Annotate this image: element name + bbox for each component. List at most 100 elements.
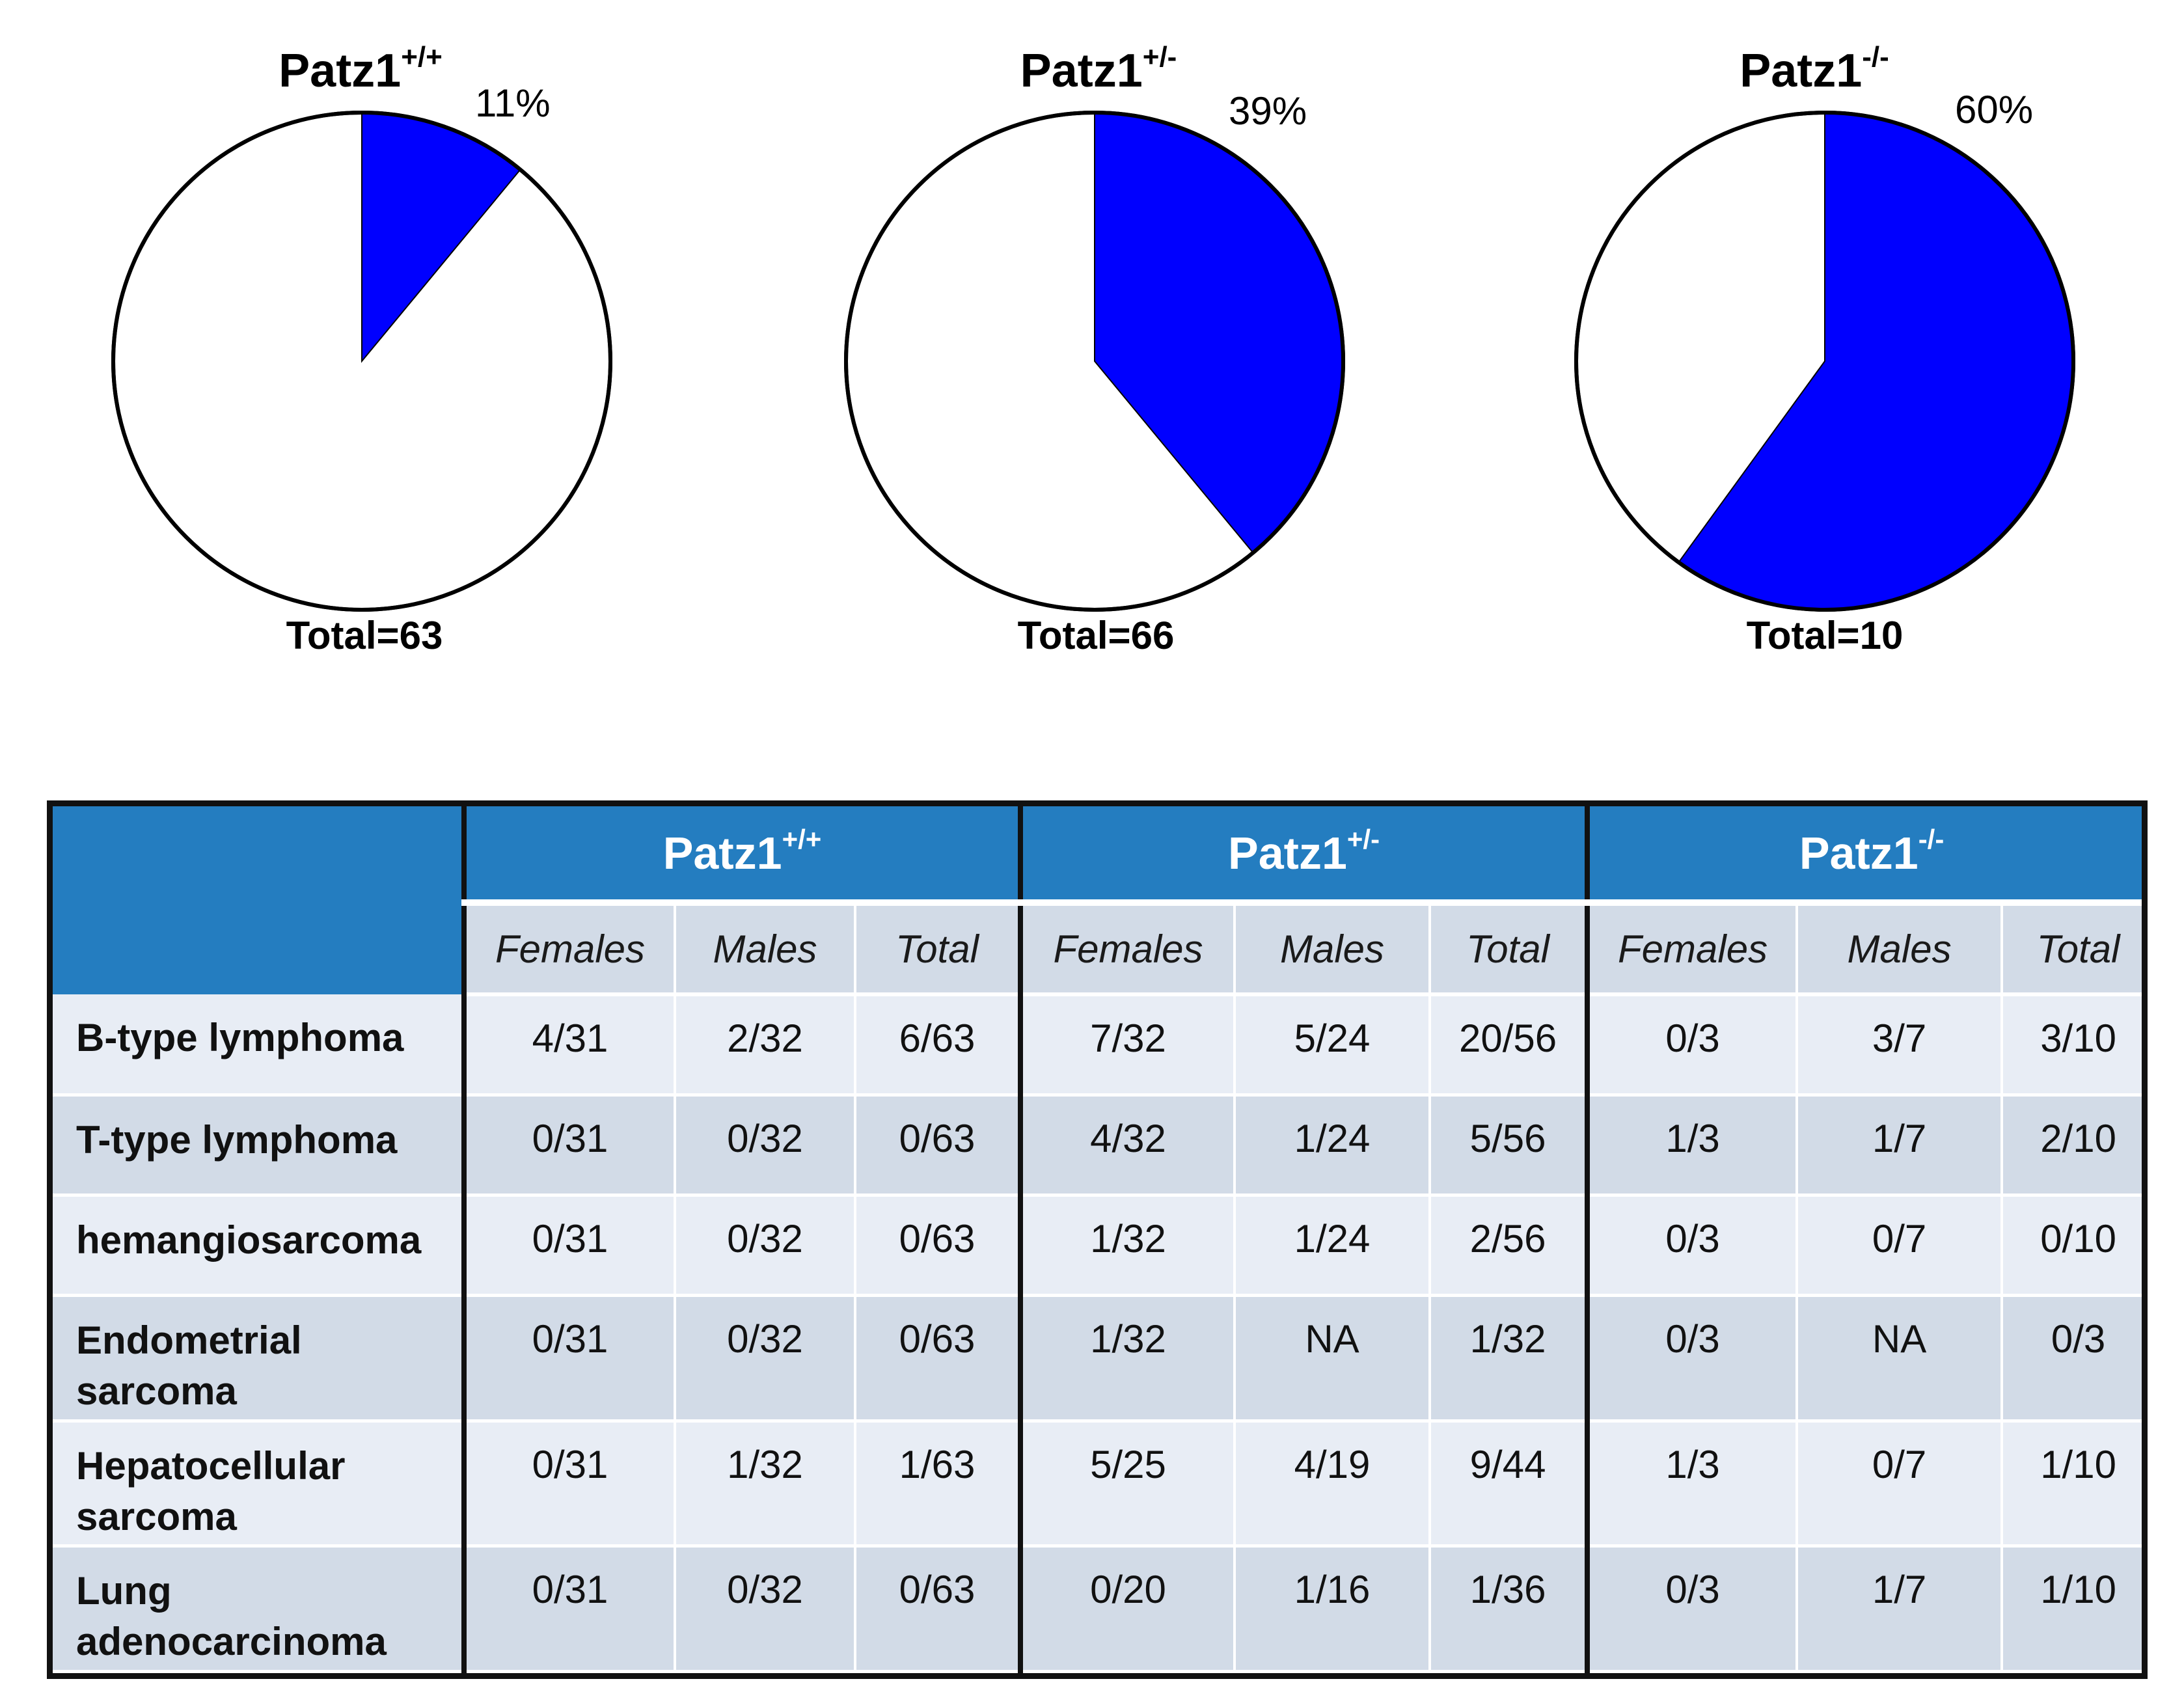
column-header: Females: [1587, 903, 1799, 996]
table-row: hemangiosarcoma 0/31 0/32 0/63 1/32 1/24 2/56 0…: [53, 1195, 2142, 1298]
table-cell: 2/32: [675, 994, 856, 1097]
table-cell: 9/44: [1430, 1421, 1590, 1548]
table-cell: 7/32: [1020, 994, 1236, 1097]
group-header-superscript: +/+: [782, 824, 822, 855]
table-cell: 0/32: [675, 1095, 856, 1197]
column-header: Males: [675, 903, 856, 996]
table-cell: 1/10: [2002, 1421, 2142, 1548]
pie-percent-label: 11%: [475, 81, 551, 125]
table-cell: 1/3: [1587, 1095, 1799, 1197]
table-cell: 1/63: [855, 1421, 1024, 1548]
column-header: Total: [855, 903, 1024, 996]
pie-title-superscript: +/+: [401, 41, 443, 73]
table-corner: [53, 806, 467, 994]
pie-percent-label: 60%: [1955, 88, 2034, 131]
table-cell: 0/31: [464, 1421, 676, 1548]
table-cell: 1/16: [1235, 1546, 1432, 1673]
table-row: T-type lymphoma 0/31 0/32 0/63 4/32 1/24 5/56 1…: [53, 1095, 2142, 1197]
pie-outline: [111, 111, 612, 612]
pie-chart-wildtype: Patz1+/+ 11% Total=63: [70, 0, 656, 677]
group-header-text: Patz1: [662, 827, 782, 879]
table-cell: 1/7: [1797, 1095, 2004, 1197]
table-cell: 0/63: [855, 1195, 1024, 1298]
table-cell: 0/31: [464, 1546, 676, 1673]
table-cell: 1/36: [1430, 1546, 1590, 1673]
group-header-superscript: -/-: [1918, 824, 1945, 855]
table-cell: 0/31: [464, 1295, 676, 1423]
table-cell: 1/32: [1020, 1195, 1236, 1298]
table-cell: 1/10: [2002, 1546, 2142, 1673]
table-cell: 3/10: [2002, 994, 2142, 1097]
pie-percent-label: 39%: [1229, 89, 1307, 133]
column-header: Total: [2002, 903, 2142, 996]
pie-svg: [1574, 111, 2075, 612]
group-header-row: Patz1+/+ Patz1+/- Patz1-/-: [53, 806, 2142, 994]
pie-total-label: Total=63: [286, 614, 443, 657]
pie-svg: [111, 111, 612, 612]
table-cell: 0/63: [855, 1295, 1024, 1423]
table-cell: 5/56: [1430, 1095, 1590, 1197]
pie-title-text: Patz1: [279, 45, 402, 97]
pie-chart-heterozygous: Patz1+/- 39% Total=66: [802, 0, 1387, 677]
pie-svg: [844, 111, 1345, 612]
column-header: Females: [464, 903, 676, 996]
table-cell: 2/10: [2002, 1095, 2142, 1197]
table-cell: 0/32: [675, 1295, 856, 1423]
group-header-superscript: +/-: [1346, 824, 1380, 855]
pie-outline: [1574, 111, 2075, 612]
table-cell: 3/7: [1797, 994, 2004, 1097]
table-row: Endometrial sarcoma 0/31 0/32 0/63 1/32 NA 1/3…: [53, 1295, 2142, 1423]
table-cell: 4/32: [1020, 1095, 1236, 1197]
column-header: Males: [1235, 903, 1432, 996]
table-cell: 0/3: [1587, 1295, 1799, 1423]
table-row: B-type lymphoma 4/31 2/32 6/63 7/32 5/24 20/56…: [53, 994, 2142, 1097]
table-cell: 0/32: [675, 1546, 856, 1673]
row-label: Hepatocellular sarcoma: [53, 1421, 467, 1548]
table-cell: 1/24: [1235, 1095, 1432, 1197]
table-row: Hepatocellular sarcoma 0/31 1/32 1/63 5/25 4/…: [53, 1421, 2142, 1548]
table-cell: 6/63: [855, 994, 1024, 1097]
group-header: Patz1-/-: [1587, 806, 2142, 907]
row-label: Endometrial sarcoma: [53, 1295, 467, 1423]
table-cell: 1/24: [1235, 1195, 1432, 1298]
pie-total-label: Total=10: [1746, 614, 1904, 657]
column-header: Males: [1797, 903, 2004, 996]
table-cell: NA: [1797, 1295, 2004, 1423]
table-cell: 0/7: [1797, 1195, 2004, 1298]
table-cell: 4/19: [1235, 1421, 1432, 1548]
table-cell: 4/31: [464, 994, 676, 1097]
tumor-table: Patz1+/+ Patz1+/- Patz1-/- Females Males T…: [47, 800, 2148, 1679]
row-label: T-type lymphoma: [53, 1095, 467, 1197]
table-cell: 1/32: [1430, 1295, 1590, 1423]
pie-title: Patz1+/+: [68, 35, 653, 97]
table-cell: 0/31: [464, 1195, 676, 1298]
table-cell: 1/32: [1020, 1295, 1236, 1423]
table-cell: 0/3: [1587, 1195, 1799, 1298]
table-cell: 1/3: [1587, 1421, 1799, 1548]
column-header: Females: [1020, 903, 1236, 996]
table-cell: 2/56: [1430, 1195, 1590, 1298]
table-cell: 0/3: [1587, 994, 1799, 1097]
pie-title-text: Patz1: [1740, 45, 1863, 97]
pie-outline: [844, 111, 1345, 612]
group-header: Patz1+/+: [464, 806, 1024, 907]
table-body: B-type lymphoma 4/31 2/32 6/63 7/32 5/24 20/56…: [53, 994, 2142, 1673]
table-cell: 20/56: [1430, 994, 1590, 1097]
group-header: Patz1+/-: [1020, 806, 1590, 907]
row-label: B-type lymphoma: [53, 994, 467, 1097]
table-cell: 0/7: [1797, 1421, 2004, 1548]
table-cell: 0/32: [675, 1195, 856, 1298]
row-label: hemangiosarcoma: [53, 1195, 467, 1298]
pie-title: Patz1+/-: [806, 35, 1391, 97]
tumor-table-grid: Patz1+/+ Patz1+/- Patz1-/- Females Males T…: [53, 806, 2142, 1673]
subheader-row: Females Males Total Females Males Total Female…: [53, 903, 2142, 996]
pie-title-superscript: +/-: [1142, 41, 1177, 73]
table-cell: 0/31: [464, 1095, 676, 1197]
pie-chart-knockout: Patz1-/- 60% Total=10: [1531, 0, 2116, 677]
group-header-text: Patz1: [1228, 827, 1347, 879]
table-cell: 0/3: [1587, 1546, 1799, 1673]
pie-total-label: Total=66: [1017, 614, 1175, 657]
table-cell: 1/7: [1797, 1546, 2004, 1673]
column-header: Total: [1430, 903, 1590, 996]
table-cell: 0/3: [2002, 1295, 2142, 1423]
